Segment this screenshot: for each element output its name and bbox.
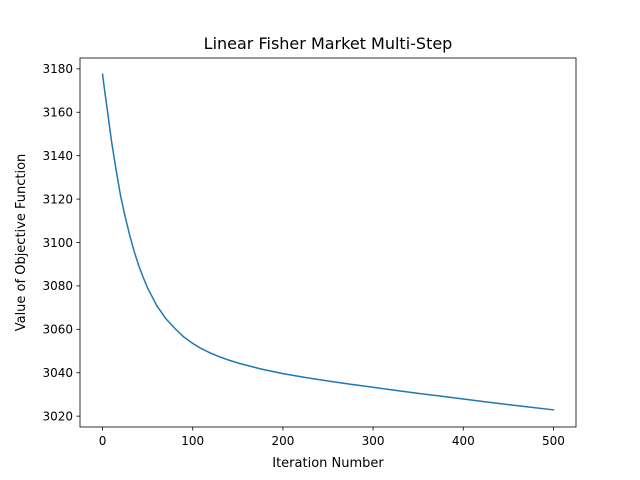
plot-area: [101, 73, 555, 411]
y-tick-label: 3160: [42, 106, 73, 120]
y-tick-label: 3080: [42, 279, 73, 293]
y-axis-ticks: 3020 3040 3060 3080 3100 3120 3140 3160 3180: [42, 62, 80, 423]
x-axis-label: Iteration Number: [272, 456, 384, 471]
y-tick-label: 3060: [42, 323, 73, 337]
chart-title: Linear Fisher Market Multi-Step: [204, 34, 453, 53]
y-axis-label: Value of Objective Function: [14, 154, 29, 332]
y-tick-label: 3100: [42, 236, 73, 250]
y-tick-label: 3040: [42, 366, 73, 380]
x-tick-label: 100: [181, 434, 204, 448]
y-tick-label: 3120: [42, 192, 73, 206]
x-tick-label: 0: [99, 434, 107, 448]
x-tick-label: 300: [362, 434, 385, 448]
y-tick-label: 3140: [42, 149, 73, 163]
plot-frame: [79, 57, 577, 428]
x-tick-label: 200: [271, 434, 294, 448]
series-line-0: [101, 73, 555, 411]
y-tick-label: 3180: [42, 62, 73, 76]
x-axis-ticks: 0 100 200 300 400 500: [99, 427, 565, 448]
y-tick-label: 3020: [42, 409, 73, 423]
x-tick-label: 500: [542, 434, 565, 448]
x-tick-label: 400: [452, 434, 475, 448]
